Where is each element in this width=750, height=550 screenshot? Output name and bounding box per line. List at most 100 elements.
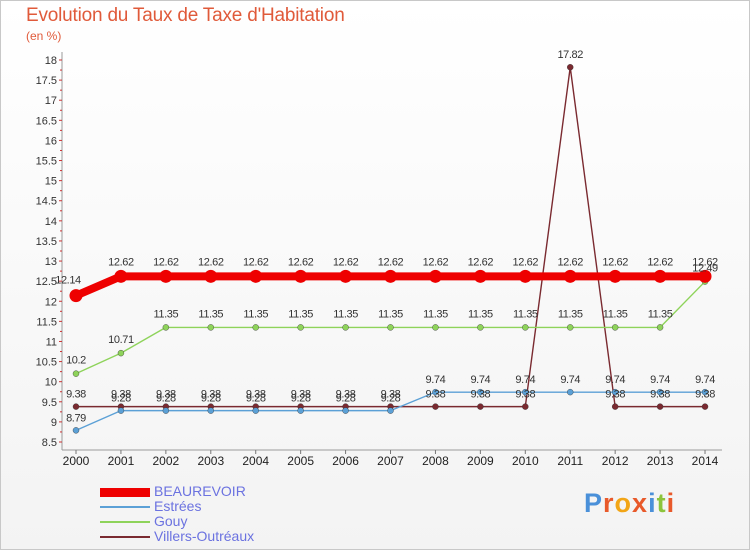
data-point (297, 324, 304, 331)
data-label: 9.28 (246, 393, 266, 405)
legend-swatch (100, 536, 150, 538)
data-point (252, 324, 259, 331)
data-point (656, 388, 664, 396)
data-point (117, 349, 125, 357)
legend-swatch (100, 487, 150, 497)
data-point (477, 324, 484, 331)
data-point (567, 388, 574, 396)
data-point (69, 289, 83, 303)
data-label: 11.35 (423, 308, 448, 320)
data-label: 9.74 (650, 374, 670, 386)
data-label: 9.38 (66, 389, 86, 401)
chart-subtitle: (en %) (26, 29, 62, 43)
x-tick-label: 2011 (557, 454, 583, 468)
data-label: 9.74 (426, 374, 446, 386)
data-label: 12.62 (153, 256, 179, 268)
data-label: 12.62 (288, 256, 314, 268)
x-tick-label: 2008 (422, 454, 449, 468)
data-label: 11.35 (198, 308, 223, 320)
data-point (701, 403, 709, 410)
data-label: 9.74 (470, 374, 490, 386)
data-label: 12.62 (423, 256, 449, 268)
data-label: 12.62 (468, 256, 494, 268)
x-tick-label: 2004 (242, 454, 269, 468)
data-point (432, 324, 439, 331)
data-label: 11.35 (243, 308, 268, 320)
x-tick-label: 2001 (108, 454, 135, 468)
data-point (428, 269, 442, 283)
data-label: 12.62 (557, 256, 583, 268)
data-label: 11.35 (154, 308, 179, 320)
data-label: 11.35 (333, 308, 358, 320)
y-tick-label: 13.5 (36, 236, 57, 248)
data-label: 9.38 (695, 389, 715, 401)
data-label: 9.38 (515, 389, 535, 401)
y-tick-label: 9.5 (42, 397, 57, 409)
data-point (563, 269, 577, 283)
data-label: 9.28 (111, 393, 131, 405)
data-point (207, 324, 214, 331)
y-tick-label: 8.5 (42, 437, 57, 449)
y-tick-label: 15 (45, 176, 57, 188)
x-tick-label: 2009 (467, 454, 494, 468)
y-tick-label: 12 (45, 296, 57, 308)
data-point (294, 269, 308, 283)
data-point (72, 403, 80, 410)
y-tick-label: 15.5 (36, 156, 57, 168)
y-tick-label: 16 (45, 135, 57, 147)
data-label: 9.74 (560, 374, 580, 386)
data-label: 11.35 (603, 308, 628, 320)
chart-title: Evolution du Taux de Taxe d'Habitation (26, 5, 345, 26)
data-point (342, 324, 349, 331)
data-point (297, 407, 304, 414)
x-tick-label: 2003 (197, 454, 224, 468)
data-label: 11.35 (648, 308, 673, 320)
x-tick-label: 2007 (377, 454, 404, 468)
data-point (339, 269, 353, 283)
data-point (207, 407, 214, 414)
y-tick-label: 13 (45, 256, 57, 268)
data-point (611, 324, 619, 331)
y-tick-label: 10 (45, 377, 57, 389)
data-label: 10.71 (108, 334, 134, 346)
line-chart: 8.5 9 9.5 10 10.5 11 11.5 12 12.5 13 13.5 14 14.5 15 1… (36, 49, 722, 468)
data-label: 12.14 (55, 275, 81, 287)
data-label: 8.79 (66, 412, 86, 424)
data-label: 9.74 (605, 374, 625, 386)
data-point (204, 269, 218, 283)
data-point (656, 403, 664, 410)
x-tick-label: 2014 (692, 454, 719, 468)
y-tick-label: 12.5 (36, 276, 57, 288)
data-label: 9.38 (246, 389, 266, 401)
data-label: 9.28 (291, 393, 311, 405)
data-point (432, 403, 439, 410)
x-tick-label: 2012 (602, 454, 629, 468)
data-label: 12.62 (692, 256, 718, 268)
data-point (698, 269, 712, 283)
data-label: 9.38 (470, 389, 490, 401)
data-point (611, 403, 619, 410)
data-label: 9.28 (201, 393, 221, 405)
data-label: 12.62 (108, 256, 134, 268)
data-label: 12.62 (647, 256, 673, 268)
data-label: 9.74 (695, 374, 715, 386)
data-label: 9.38 (381, 389, 401, 401)
data-label: 12.62 (378, 256, 404, 268)
data-label: 17.82 (557, 49, 583, 61)
data-label: 9.28 (336, 393, 356, 405)
data-label: 9.38 (156, 389, 176, 401)
data-point (522, 324, 529, 331)
data-point (249, 269, 263, 283)
x-tick-label: 2006 (332, 454, 359, 468)
legend-swatch (100, 521, 150, 523)
data-point (522, 403, 529, 410)
legend-label: Villers-Outréaux (154, 528, 255, 544)
data-label: 11.35 (513, 308, 538, 320)
data-point (342, 407, 349, 414)
data-point (477, 388, 484, 396)
series-line-villers-outr-aux (75, 66, 706, 408)
data-label: 9.38 (426, 389, 446, 401)
data-point (567, 324, 574, 331)
data-point (701, 388, 709, 396)
data-point (72, 427, 80, 434)
